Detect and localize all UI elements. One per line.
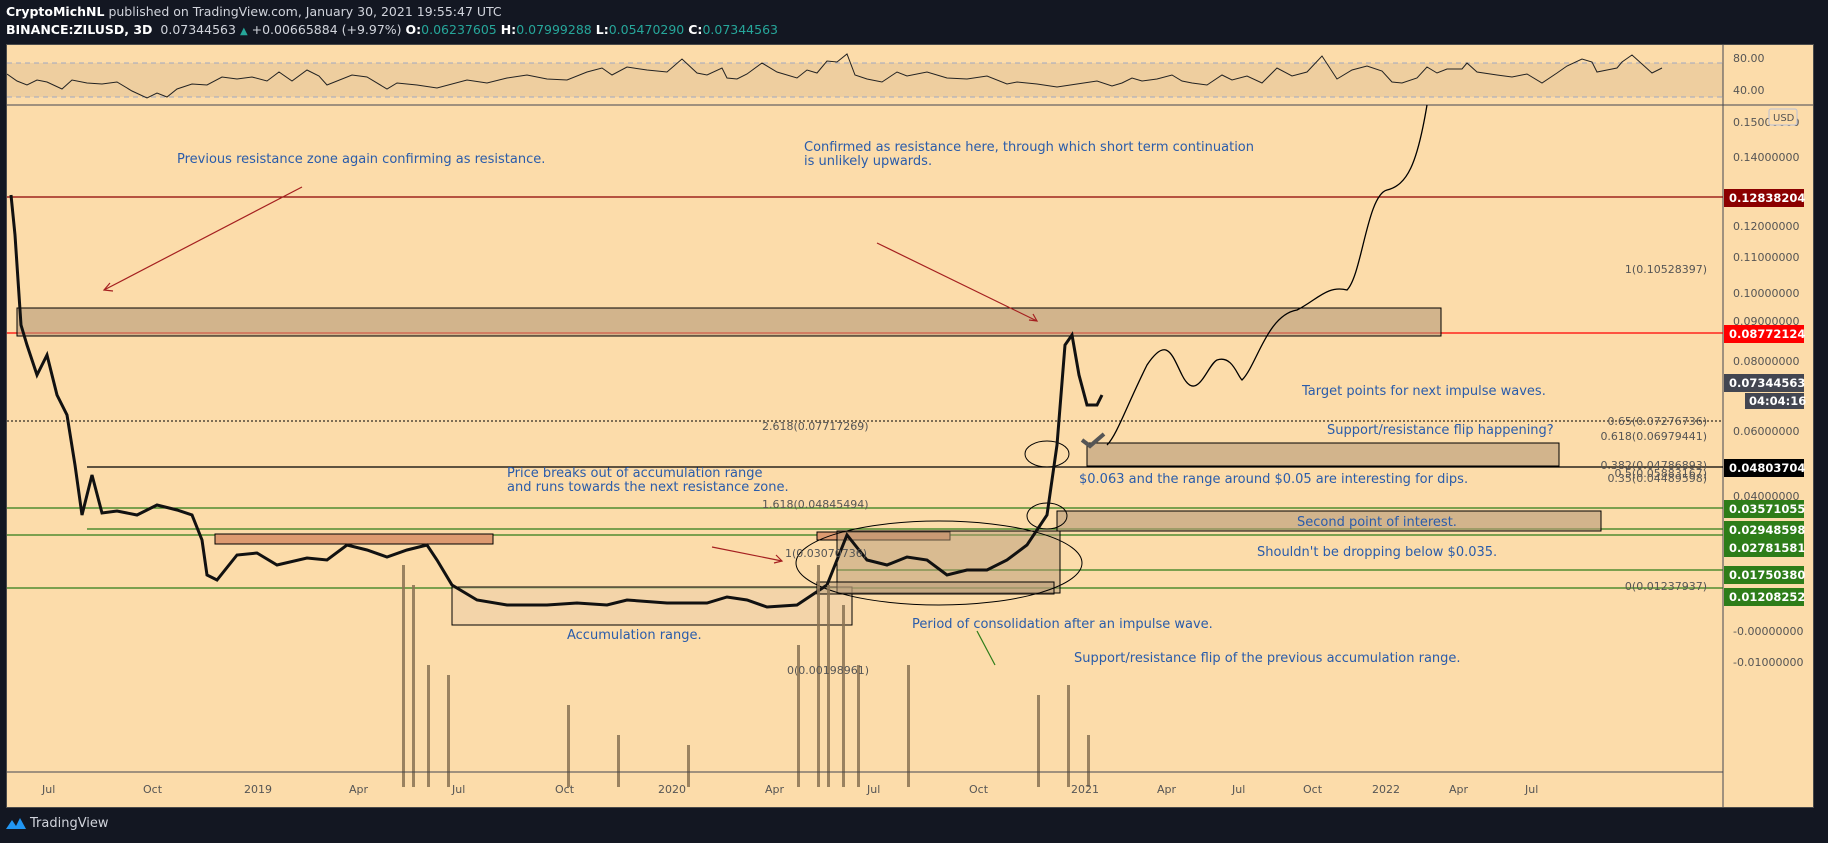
open-label: O: [405, 22, 422, 37]
time-axis[interactable]: Jul Oct 2019 Apr Jul Oct 2020 Apr Jul Oc… [7, 771, 1723, 796]
svg-text:0.35(0.04489598): 0.35(0.04489598) [1607, 472, 1707, 485]
svg-text:0.382(0.04786893): 0.382(0.04786893) [1600, 459, 1707, 472]
close-value: 0.07344563 [702, 22, 778, 37]
svg-text:2019: 2019 [244, 783, 272, 796]
svg-text:2022: 2022 [1372, 783, 1400, 796]
price-series[interactable] [9, 104, 1428, 609]
svg-text:0.04803704: 0.04803704 [1729, 461, 1805, 475]
svg-text:0.01750380: 0.01750380 [1729, 568, 1805, 582]
svg-text:0.10000000: 0.10000000 [1733, 287, 1799, 300]
svg-text:Second point of interest.: Second point of interest. [1297, 515, 1457, 530]
svg-text:Support/resistance flip of the: Support/resistance flip of the previous … [1074, 651, 1461, 666]
svg-text:2020: 2020 [658, 783, 686, 796]
tradingview-logo-icon [6, 817, 26, 829]
price-axis[interactable]: 0.15000000 0.14000000 0.12000000 0.11000… [1733, 108, 1803, 669]
svg-text:USD: USD [1773, 113, 1795, 124]
high-value: 0.07999288 [516, 22, 592, 37]
fib-labels: 2.618(0.07717269) 1.618(0.04845494) 1(0.… [762, 263, 1707, 677]
low-value: 0.05470290 [608, 22, 685, 37]
svg-text:Jul: Jul [866, 783, 880, 796]
low-label: L: [595, 22, 609, 37]
publisher-name[interactable]: CryptoMichNL [6, 4, 105, 19]
svg-text:0.06000000: 0.06000000 [1733, 425, 1799, 438]
svg-text:Oct: Oct [1303, 783, 1323, 796]
svg-text:0.65(0.07276736): 0.65(0.07276736) [1607, 415, 1707, 428]
rsi-pane[interactable]: 80.00 40.00 [6, 45, 1813, 807]
svg-text:$0.063 and the range around $0: $0.063 and the range around $0.05 are in… [1079, 472, 1468, 487]
svg-text:Jul: Jul [41, 783, 55, 796]
svg-text:Previous resistance zone again: Previous resistance zone again confirmin… [177, 152, 545, 167]
svg-text:0.14000000: 0.14000000 [1733, 151, 1799, 164]
svg-text:Support/resistance flip happen: Support/resistance flip happening? [1327, 423, 1554, 438]
brand-label[interactable]: TradingView [30, 816, 109, 831]
svg-text:0.11000000: 0.11000000 [1733, 251, 1799, 264]
svg-text:Jul: Jul [451, 783, 465, 796]
svg-text:2021: 2021 [1071, 783, 1099, 796]
svg-text:1(0.10528397): 1(0.10528397) [1625, 263, 1707, 276]
svg-text:04:04:16: 04:04:16 [1749, 394, 1806, 408]
svg-text:Shouldn't be dropping below $0: Shouldn't be dropping below $0.035. [1257, 545, 1497, 560]
svg-text:1.618(0.04845494): 1.618(0.04845494) [762, 498, 869, 511]
svg-text:Jul: Jul [1231, 783, 1245, 796]
svg-text:Oct: Oct [143, 783, 163, 796]
svg-text:0(0.00198961): 0(0.00198961) [787, 664, 869, 677]
chart-pane[interactable]: 80.00 40.00 [6, 44, 1814, 808]
svg-text:0.12000000: 0.12000000 [1733, 220, 1799, 233]
svg-text:0.07344563: 0.07344563 [1729, 376, 1805, 390]
svg-text:0(0.01237937): 0(0.01237937) [1625, 580, 1707, 593]
svg-text:Apr: Apr [349, 783, 369, 796]
svg-text:80.00: 80.00 [1733, 52, 1765, 65]
svg-text:Period of consolidation after: Period of consolidation after an impulse… [912, 617, 1213, 632]
svg-text:0.03571055: 0.03571055 [1729, 502, 1805, 516]
close-label: C: [688, 22, 703, 37]
svg-text:0.04000000: 0.04000000 [1733, 490, 1799, 503]
annotation-arrows[interactable] [102, 186, 1039, 666]
svg-text:Apr: Apr [765, 783, 785, 796]
svg-text:0.01208252: 0.01208252 [1729, 590, 1805, 604]
publish-info: CryptoMichNL published on TradingView.co… [6, 4, 502, 19]
svg-text:Oct: Oct [969, 783, 989, 796]
price-labels: 0.12838204 0.08772124 0.07344563 04:04:1… [1724, 189, 1806, 606]
footer: TradingView [6, 816, 109, 831]
annotation-texts[interactable]: Previous resistance zone again confirmin… [177, 140, 1554, 666]
published-text: published on TradingView.com, January 30… [108, 4, 502, 19]
up-arrow-icon: ▲ [239, 26, 248, 37]
svg-text:Confirmed as resistance here,: Confirmed as resistance here, through wh… [804, 140, 1254, 155]
symbol-legend: BINANCE:ZILUSD, 3D 0.07344563 ▲ +0.00665… [6, 22, 778, 37]
svg-text:-0.01000000: -0.01000000 [1733, 656, 1803, 669]
symbol-label[interactable]: BINANCE:ZILUSD, 3D [6, 22, 153, 37]
svg-text:and runs towards the next resi: and runs towards the next resistance zon… [507, 480, 789, 495]
svg-text:40.00: 40.00 [1733, 84, 1765, 97]
svg-text:is unlikely upwards.: is unlikely upwards. [804, 154, 932, 169]
svg-text:Price breaks out of accumulati: Price breaks out of accumulation range [507, 466, 762, 481]
svg-text:0.12838204: 0.12838204 [1729, 191, 1805, 205]
volume-bars [402, 565, 1090, 787]
svg-text:Jul: Jul [1524, 783, 1538, 796]
svg-text:Oct: Oct [555, 783, 575, 796]
high-label: H: [500, 22, 517, 37]
svg-text:0.08772124: 0.08772124 [1729, 327, 1805, 341]
svg-text:Accumulation range.: Accumulation range. [567, 628, 702, 643]
svg-text:0.5(0.05883167): 0.5(0.05883167) [1614, 467, 1707, 480]
svg-text:Apr: Apr [1449, 783, 1469, 796]
zones[interactable] [16, 307, 1602, 626]
price-change: +0.00665884 (+9.97%) [251, 22, 402, 37]
svg-text:0.02948598: 0.02948598 [1729, 523, 1805, 537]
svg-text:0.08000000: 0.08000000 [1733, 355, 1799, 368]
svg-text:Target points for next impulse: Target points for next impulse waves. [1301, 384, 1546, 399]
svg-text:-0.00000000: -0.00000000 [1733, 625, 1803, 638]
svg-text:0.618(0.06979441): 0.618(0.06979441) [1600, 430, 1707, 443]
svg-text:2.618(0.07717269): 2.618(0.07717269) [762, 420, 869, 433]
svg-text:0.02781581: 0.02781581 [1729, 541, 1805, 555]
open-value: 0.06237605 [421, 22, 497, 37]
svg-text:Apr: Apr [1157, 783, 1177, 796]
svg-text:1(0.03070736): 1(0.03070736) [785, 547, 867, 560]
svg-text:0.09000000: 0.09000000 [1733, 315, 1799, 328]
last-price: 0.07344563 [160, 22, 236, 37]
